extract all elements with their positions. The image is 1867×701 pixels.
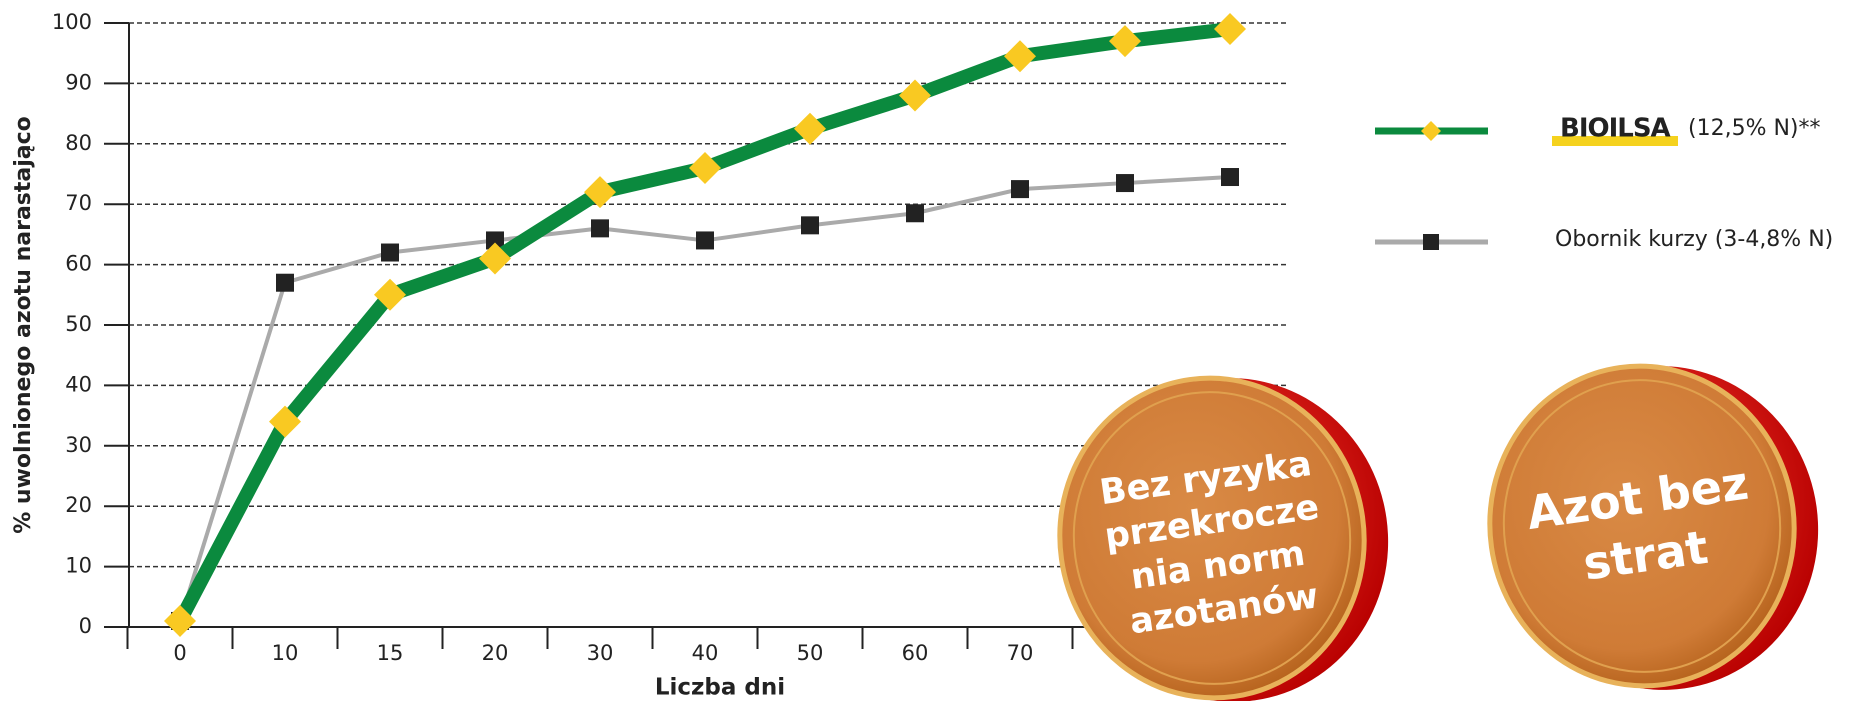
marker (374, 278, 406, 311)
marker (591, 219, 609, 238)
x-tick-label: 20 (482, 641, 509, 665)
marker (164, 604, 196, 637)
y-tick-label: 10 (65, 554, 92, 578)
marker (1221, 168, 1239, 187)
x-tick-label: 10 (272, 641, 299, 665)
y-tick-label: 0 (79, 614, 92, 638)
y-tick-label: 50 (65, 312, 92, 336)
marker (801, 216, 819, 235)
y-axis-label: % uwolnionego azotu narastająco (11, 116, 36, 534)
marker (1011, 180, 1029, 199)
marker (899, 79, 931, 112)
marker (1004, 40, 1036, 73)
y-tick-label: 80 (65, 131, 92, 155)
legend-label: Obornik kurzy (3-4,8% N) (1555, 227, 1833, 252)
x-tick-label: 30 (587, 641, 614, 665)
x-tick-label: 50 (797, 641, 824, 665)
y-tick-label: 20 (65, 493, 92, 517)
marker (479, 242, 511, 275)
marker (696, 231, 714, 250)
marker (486, 231, 504, 250)
legend-label-suffix: (12,5% N)** (1688, 116, 1821, 141)
marker (584, 176, 616, 209)
y-tick-label: 90 (65, 70, 92, 94)
y-tick-label: 60 (65, 252, 92, 276)
coin (1487, 363, 1819, 690)
x-tick-label: 60 (902, 641, 929, 665)
y-tick-label: 30 (65, 433, 92, 457)
marker (794, 112, 826, 145)
x-tick-label: 40 (692, 641, 719, 665)
x-axis-label: Liczba dni (655, 675, 785, 701)
x-tick-label: 0 (173, 641, 186, 665)
marker (381, 243, 399, 262)
marker (1116, 174, 1134, 193)
marker (689, 151, 721, 184)
legend-logo-bar (1552, 136, 1678, 146)
legend-marker (1423, 234, 1439, 250)
marker (1214, 13, 1246, 46)
marker (1109, 25, 1141, 58)
legend-marker (1421, 121, 1441, 141)
y-tick-label: 70 (65, 191, 92, 215)
x-tick-label: 70 (1007, 641, 1034, 665)
marker (269, 405, 301, 438)
marker (276, 273, 294, 292)
legend-label: BIOILSA (1560, 114, 1671, 144)
marker (906, 204, 924, 223)
x-tick-label: 15 (377, 641, 404, 665)
y-tick-label: 100 (52, 10, 92, 34)
y-tick-label: 40 (65, 372, 92, 396)
coin (1057, 375, 1389, 701)
